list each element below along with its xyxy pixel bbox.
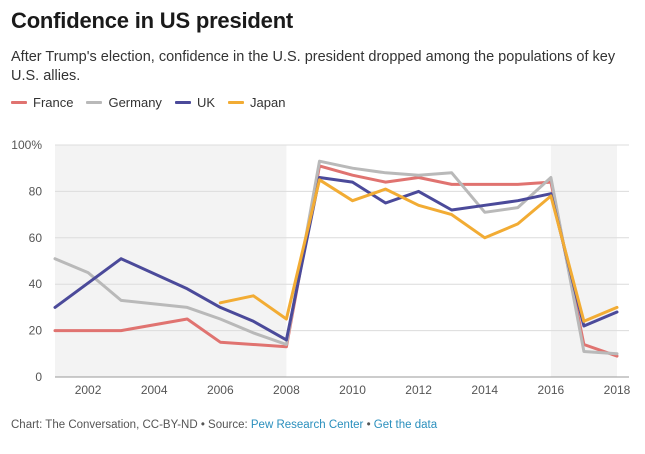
legend-swatch-uk — [174, 101, 191, 104]
series-line-japan — [218, 178, 619, 323]
get-data-link[interactable]: Get the data — [373, 419, 438, 431]
series-line-uk — [53, 176, 619, 342]
legend-item-france: France — [11, 95, 73, 110]
series-line-france — [53, 164, 619, 358]
y-tick-label-60: 60 — [29, 231, 43, 245]
line-chart: 0 20 40 60 80 100% 2002 2004 2006 2008 2010 2012 201… — [11, 138, 631, 397]
legend-item-japan: Japan — [228, 95, 285, 110]
chart-title: Confidence in US president — [11, 8, 294, 33]
x-tick-label-2018: 2018 — [604, 383, 631, 397]
x-tick-label-2010: 2010 — [339, 383, 366, 397]
legend-label-france: France — [33, 95, 74, 110]
x-tick-label-2012: 2012 — [405, 383, 432, 397]
x-tick-label-2014: 2014 — [471, 383, 498, 397]
chart-legend: France Germany UK Japan — [11, 95, 298, 110]
shaded-period-0 — [55, 145, 287, 377]
legend-label-japan: Japan — [250, 95, 286, 110]
x-tick-label-2004: 2004 — [141, 383, 168, 397]
legend-label-uk: UK — [196, 95, 215, 110]
footer-separator: • — [363, 419, 374, 431]
x-tick-label-2008: 2008 — [273, 383, 300, 397]
legend-swatch-france — [11, 101, 27, 104]
x-tick-label-2016: 2016 — [538, 383, 565, 397]
y-tick-label-100: 100% — [11, 138, 42, 152]
legend-swatch-germany — [86, 101, 103, 104]
source-link[interactable]: Pew Research Center — [250, 419, 364, 431]
y-tick-label-80: 80 — [29, 184, 43, 198]
x-tick-label-2006: 2006 — [207, 383, 234, 397]
y-tick-label-0: 0 — [35, 370, 42, 384]
chart-footer: Chart: The Conversation, CC-BY-ND • Sour… — [11, 419, 437, 431]
y-tick-label-40: 40 — [29, 277, 43, 291]
x-tick-label-2002: 2002 — [75, 383, 102, 397]
footer-credit: Chart: The Conversation, CC-BY-ND • Sour… — [11, 419, 251, 431]
legend-swatch-japan — [228, 101, 244, 104]
chart-subtitle: After Trump's election, confidence in th… — [11, 49, 616, 84]
legend-item-uk: UK — [174, 95, 215, 110]
legend-item-germany: Germany — [86, 95, 162, 110]
y-tick-label-20: 20 — [29, 324, 43, 338]
legend-label-germany: Germany — [108, 95, 162, 110]
